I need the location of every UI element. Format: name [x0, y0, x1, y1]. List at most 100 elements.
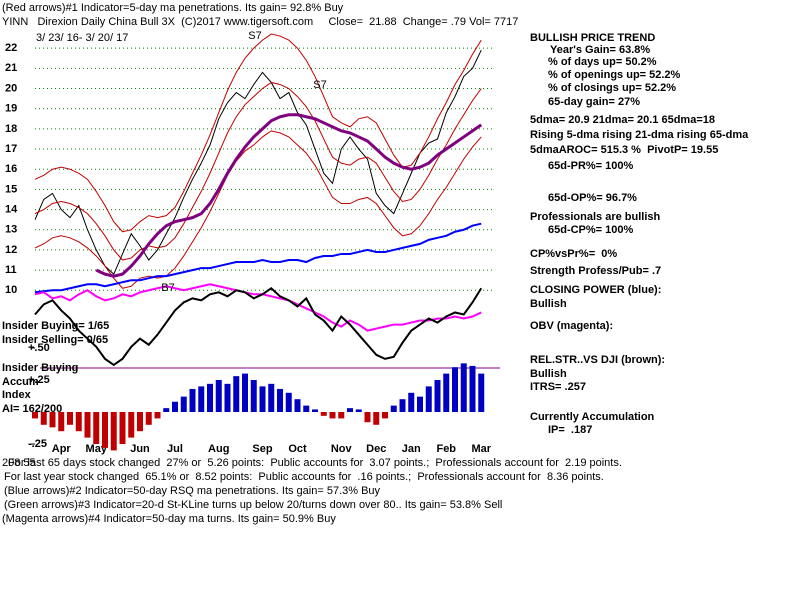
accum-bar	[355, 409, 362, 412]
x-tick-label: Dec	[366, 443, 386, 455]
accum-bar	[399, 399, 406, 412]
accum-bar	[145, 412, 152, 425]
signal-label: S7	[313, 79, 326, 91]
y-tick-label: 17	[5, 143, 17, 155]
y-tick-label: 20	[5, 82, 17, 94]
accum-bar	[364, 412, 371, 423]
accum-bar	[180, 396, 187, 412]
stat-text: % of closings up= 52.2%	[548, 82, 676, 94]
accum-bar	[285, 392, 292, 412]
stat-text: CLOSING POWER (blue):	[530, 284, 661, 296]
accum-bar	[390, 405, 397, 412]
series-line	[34, 49, 482, 275]
y2-tick-label: +.25	[28, 374, 50, 386]
y-tick-label: 22	[5, 42, 17, 54]
stat-text: 65d-PR%= 100%	[548, 160, 634, 172]
signal-label: S7	[248, 30, 261, 42]
signal-label: B7	[161, 282, 174, 294]
y-tick-label: 15	[5, 183, 17, 195]
accum-bar	[277, 388, 283, 412]
stat-text: Professionals are bullish	[530, 211, 660, 223]
stat-text: 65-day gain= 27%	[548, 96, 640, 108]
accum-bar	[84, 412, 91, 438]
series-line	[34, 33, 482, 233]
stat-text: REL.STR..VS DJI (brown):	[530, 354, 665, 366]
stat-text: Bullish	[530, 368, 567, 380]
stat-text: IP= .187	[548, 424, 592, 436]
accum-bar	[294, 399, 301, 412]
x-tick-label: Jan	[402, 443, 421, 455]
accum-bar	[67, 412, 73, 425]
accum-bar	[189, 388, 196, 412]
stat-text: 65d-OP%= 96.7%	[548, 192, 637, 204]
stat-text: CP%vsPr%= 0%	[530, 248, 617, 260]
accum-bar	[434, 380, 441, 412]
accum-bar	[172, 401, 178, 412]
stat-text: Currently Accumulation	[530, 411, 655, 423]
accum-bar	[347, 408, 353, 412]
accum-bar	[163, 408, 170, 412]
y2-tick-label: -.25	[28, 438, 47, 450]
accum-bar	[40, 412, 47, 425]
stat-text: Strength Profess/Pub= .7	[530, 265, 661, 277]
x-tick-label: Nov	[331, 443, 353, 455]
stat-text: 5dma= 20.9 21dma= 20.1 65dma=18	[530, 114, 715, 126]
accum-bar	[312, 409, 318, 412]
stat-text: OBV (magenta):	[530, 320, 613, 332]
accum-bar	[110, 412, 117, 451]
accum-bar	[460, 363, 467, 412]
accum-bar	[233, 376, 240, 412]
accum-bar	[478, 373, 485, 412]
x-tick-label: Aug	[208, 443, 229, 455]
footer-text: (Magenta arrows)#4 Indicator=50-day ma t…	[2, 513, 336, 525]
y-tick-label: 18	[5, 123, 17, 135]
footer-text: 208.55	[2, 457, 36, 469]
y-tick-label: 14	[5, 203, 18, 215]
accum-bar	[93, 412, 100, 444]
y-tick-label: 16	[5, 163, 17, 175]
accum-bar	[215, 380, 222, 412]
accum-bar	[469, 365, 476, 412]
accum-bar	[259, 386, 266, 412]
accum-bar	[32, 412, 38, 419]
accum-bar	[408, 392, 415, 412]
date-range: 3/ 23/ 16- 3/ 20/ 17	[36, 32, 128, 44]
accum-bar	[224, 383, 231, 412]
accum-bar	[49, 412, 56, 428]
x-tick-label: Mar	[471, 443, 491, 455]
accum-bar	[207, 383, 213, 412]
accum-bar	[452, 367, 458, 412]
y-tick-label: 13	[5, 224, 17, 236]
y-tick-label: 11	[5, 264, 17, 276]
footer-text: (Blue arrows)#2 Indicator=50-day RSQ ma …	[4, 485, 381, 497]
accum-bar	[102, 412, 108, 448]
insider-text: Index	[2, 389, 32, 401]
accum-bar	[303, 405, 310, 412]
accum-bar	[154, 412, 161, 419]
accum-bar	[137, 412, 143, 432]
x-tick-label: Jul	[167, 443, 183, 455]
y-tick-label: 19	[5, 103, 17, 115]
series-line	[34, 286, 483, 367]
stat-text: 65d-CP%= 100%	[548, 224, 634, 236]
stat-text: ITRS= .257	[530, 381, 586, 393]
accum-bar	[250, 380, 257, 412]
series-line	[95, 113, 483, 278]
header-line: (Red arrows)#1 Indicator=5-day ma penetr…	[2, 2, 344, 14]
accum-bar	[75, 412, 82, 432]
x-tick-label: Oct	[288, 443, 307, 455]
accum-bar	[268, 383, 275, 412]
series-line	[34, 222, 482, 294]
x-tick-label: Jun	[130, 443, 150, 455]
accum-bar	[417, 396, 423, 412]
stat-text: % of openings up= 52.2%	[548, 69, 681, 81]
footer-text: For last year stock changed 65.1% or 8.5…	[4, 471, 604, 483]
stat-text: % of days up= 50.2%	[548, 56, 657, 68]
y-tick-label: 12	[5, 244, 17, 256]
stat-text: Year's Gain= 63.8%	[550, 44, 650, 56]
x-tick-label: Apr	[52, 443, 72, 455]
accum-bar	[58, 412, 65, 432]
accum-bar	[425, 386, 432, 412]
